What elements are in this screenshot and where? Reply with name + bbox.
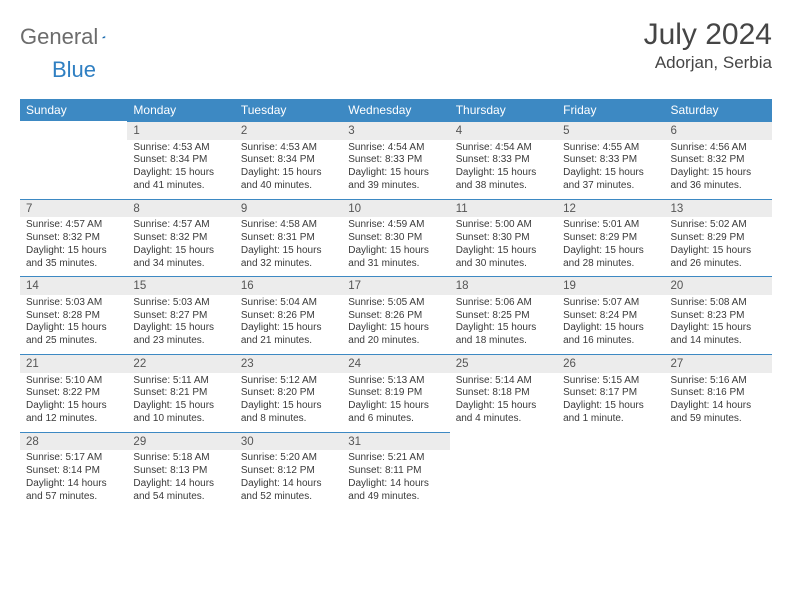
day-number: 10 [342, 199, 449, 217]
day-number: 23 [235, 355, 342, 373]
day-number: 3 [342, 122, 449, 140]
day-header: Monday [127, 99, 234, 122]
location: Adorjan, Serbia [644, 53, 772, 73]
logo: General [20, 24, 124, 50]
day-content: Sunrise: 5:21 AM Sunset: 8:11 PM Dayligh… [342, 450, 449, 509]
day-content: Sunrise: 4:53 AM Sunset: 8:34 PM Dayligh… [235, 140, 342, 200]
day-content: Sunrise: 4:59 AM Sunset: 8:30 PM Dayligh… [342, 217, 449, 277]
day-number: 22 [127, 355, 234, 373]
day-content: Sunrise: 5:18 AM Sunset: 8:13 PM Dayligh… [127, 450, 234, 509]
day-number [665, 432, 772, 450]
day-number: 27 [665, 355, 772, 373]
day-number: 25 [450, 355, 557, 373]
day-number: 5 [557, 122, 664, 140]
day-number: 8 [127, 199, 234, 217]
day-number: 20 [665, 277, 772, 295]
day-number: 21 [20, 355, 127, 373]
day-content: Sunrise: 5:10 AM Sunset: 8:22 PM Dayligh… [20, 373, 127, 433]
day-number [20, 122, 127, 140]
day-number: 14 [20, 277, 127, 295]
day-number: 1 [127, 122, 234, 140]
day-content: Sunrise: 5:05 AM Sunset: 8:26 PM Dayligh… [342, 295, 449, 355]
day-content: Sunrise: 5:07 AM Sunset: 8:24 PM Dayligh… [557, 295, 664, 355]
title-block: July 2024 Adorjan, Serbia [644, 18, 772, 73]
day-content: Sunrise: 5:14 AM Sunset: 8:18 PM Dayligh… [450, 373, 557, 433]
day-number: 2 [235, 122, 342, 140]
day-number [450, 432, 557, 450]
day-content: Sunrise: 4:54 AM Sunset: 8:33 PM Dayligh… [450, 140, 557, 200]
day-number: 11 [450, 199, 557, 217]
day-content: Sunrise: 5:03 AM Sunset: 8:28 PM Dayligh… [20, 295, 127, 355]
day-content-row: Sunrise: 5:17 AM Sunset: 8:14 PM Dayligh… [20, 450, 772, 509]
day-number: 9 [235, 199, 342, 217]
day-content: Sunrise: 4:55 AM Sunset: 8:33 PM Dayligh… [557, 140, 664, 200]
logo-text-gray: General [20, 24, 98, 50]
day-number: 4 [450, 122, 557, 140]
day-number: 7 [20, 199, 127, 217]
day-content: Sunrise: 5:12 AM Sunset: 8:20 PM Dayligh… [235, 373, 342, 433]
day-number: 6 [665, 122, 772, 140]
logo-text-blue: Blue [52, 57, 96, 82]
day-number-row: 123456 [20, 122, 772, 140]
day-content: Sunrise: 4:57 AM Sunset: 8:32 PM Dayligh… [127, 217, 234, 277]
logo-triangle-icon [102, 29, 105, 45]
day-content: Sunrise: 5:06 AM Sunset: 8:25 PM Dayligh… [450, 295, 557, 355]
day-content: Sunrise: 5:01 AM Sunset: 8:29 PM Dayligh… [557, 217, 664, 277]
day-header: Wednesday [342, 99, 449, 122]
day-number: 12 [557, 199, 664, 217]
day-number: 26 [557, 355, 664, 373]
day-content: Sunrise: 5:11 AM Sunset: 8:21 PM Dayligh… [127, 373, 234, 433]
day-number-row: 78910111213 [20, 199, 772, 217]
day-number: 31 [342, 432, 449, 450]
day-number: 19 [557, 277, 664, 295]
day-number-row: 28293031 [20, 432, 772, 450]
day-content [450, 450, 557, 509]
day-number-row: 21222324252627 [20, 355, 772, 373]
day-content: Sunrise: 5:20 AM Sunset: 8:12 PM Dayligh… [235, 450, 342, 509]
day-content: Sunrise: 5:08 AM Sunset: 8:23 PM Dayligh… [665, 295, 772, 355]
day-number: 16 [235, 277, 342, 295]
day-number: 29 [127, 432, 234, 450]
day-content: Sunrise: 5:00 AM Sunset: 8:30 PM Dayligh… [450, 217, 557, 277]
day-content: Sunrise: 4:56 AM Sunset: 8:32 PM Dayligh… [665, 140, 772, 200]
day-header: Thursday [450, 99, 557, 122]
day-content [557, 450, 664, 509]
day-content [20, 140, 127, 200]
day-header: Friday [557, 99, 664, 122]
day-header: Sunday [20, 99, 127, 122]
day-number: 30 [235, 432, 342, 450]
day-content: Sunrise: 4:58 AM Sunset: 8:31 PM Dayligh… [235, 217, 342, 277]
month-year: July 2024 [644, 18, 772, 52]
day-number: 24 [342, 355, 449, 373]
day-content-row: Sunrise: 5:03 AM Sunset: 8:28 PM Dayligh… [20, 295, 772, 355]
day-number-row: 14151617181920 [20, 277, 772, 295]
day-header: Tuesday [235, 99, 342, 122]
day-number [557, 432, 664, 450]
day-number: 17 [342, 277, 449, 295]
day-number: 28 [20, 432, 127, 450]
day-content-row: Sunrise: 4:53 AM Sunset: 8:34 PM Dayligh… [20, 140, 772, 200]
day-header-row: Sunday Monday Tuesday Wednesday Thursday… [20, 99, 772, 122]
day-content: Sunrise: 5:15 AM Sunset: 8:17 PM Dayligh… [557, 373, 664, 433]
day-content: Sunrise: 4:53 AM Sunset: 8:34 PM Dayligh… [127, 140, 234, 200]
day-content: Sunrise: 5:17 AM Sunset: 8:14 PM Dayligh… [20, 450, 127, 509]
day-content [665, 450, 772, 509]
calendar-table: Sunday Monday Tuesday Wednesday Thursday… [20, 99, 772, 509]
day-number: 13 [665, 199, 772, 217]
day-content: Sunrise: 4:57 AM Sunset: 8:32 PM Dayligh… [20, 217, 127, 277]
day-number: 18 [450, 277, 557, 295]
day-content: Sunrise: 5:02 AM Sunset: 8:29 PM Dayligh… [665, 217, 772, 277]
calendar-body: 123456Sunrise: 4:53 AM Sunset: 8:34 PM D… [20, 122, 772, 510]
day-content: Sunrise: 5:03 AM Sunset: 8:27 PM Dayligh… [127, 295, 234, 355]
day-content: Sunrise: 5:16 AM Sunset: 8:16 PM Dayligh… [665, 373, 772, 433]
day-content: Sunrise: 5:04 AM Sunset: 8:26 PM Dayligh… [235, 295, 342, 355]
day-number: 15 [127, 277, 234, 295]
day-content-row: Sunrise: 5:10 AM Sunset: 8:22 PM Dayligh… [20, 373, 772, 433]
day-header: Saturday [665, 99, 772, 122]
day-content: Sunrise: 5:13 AM Sunset: 8:19 PM Dayligh… [342, 373, 449, 433]
day-content: Sunrise: 4:54 AM Sunset: 8:33 PM Dayligh… [342, 140, 449, 200]
day-content-row: Sunrise: 4:57 AM Sunset: 8:32 PM Dayligh… [20, 217, 772, 277]
